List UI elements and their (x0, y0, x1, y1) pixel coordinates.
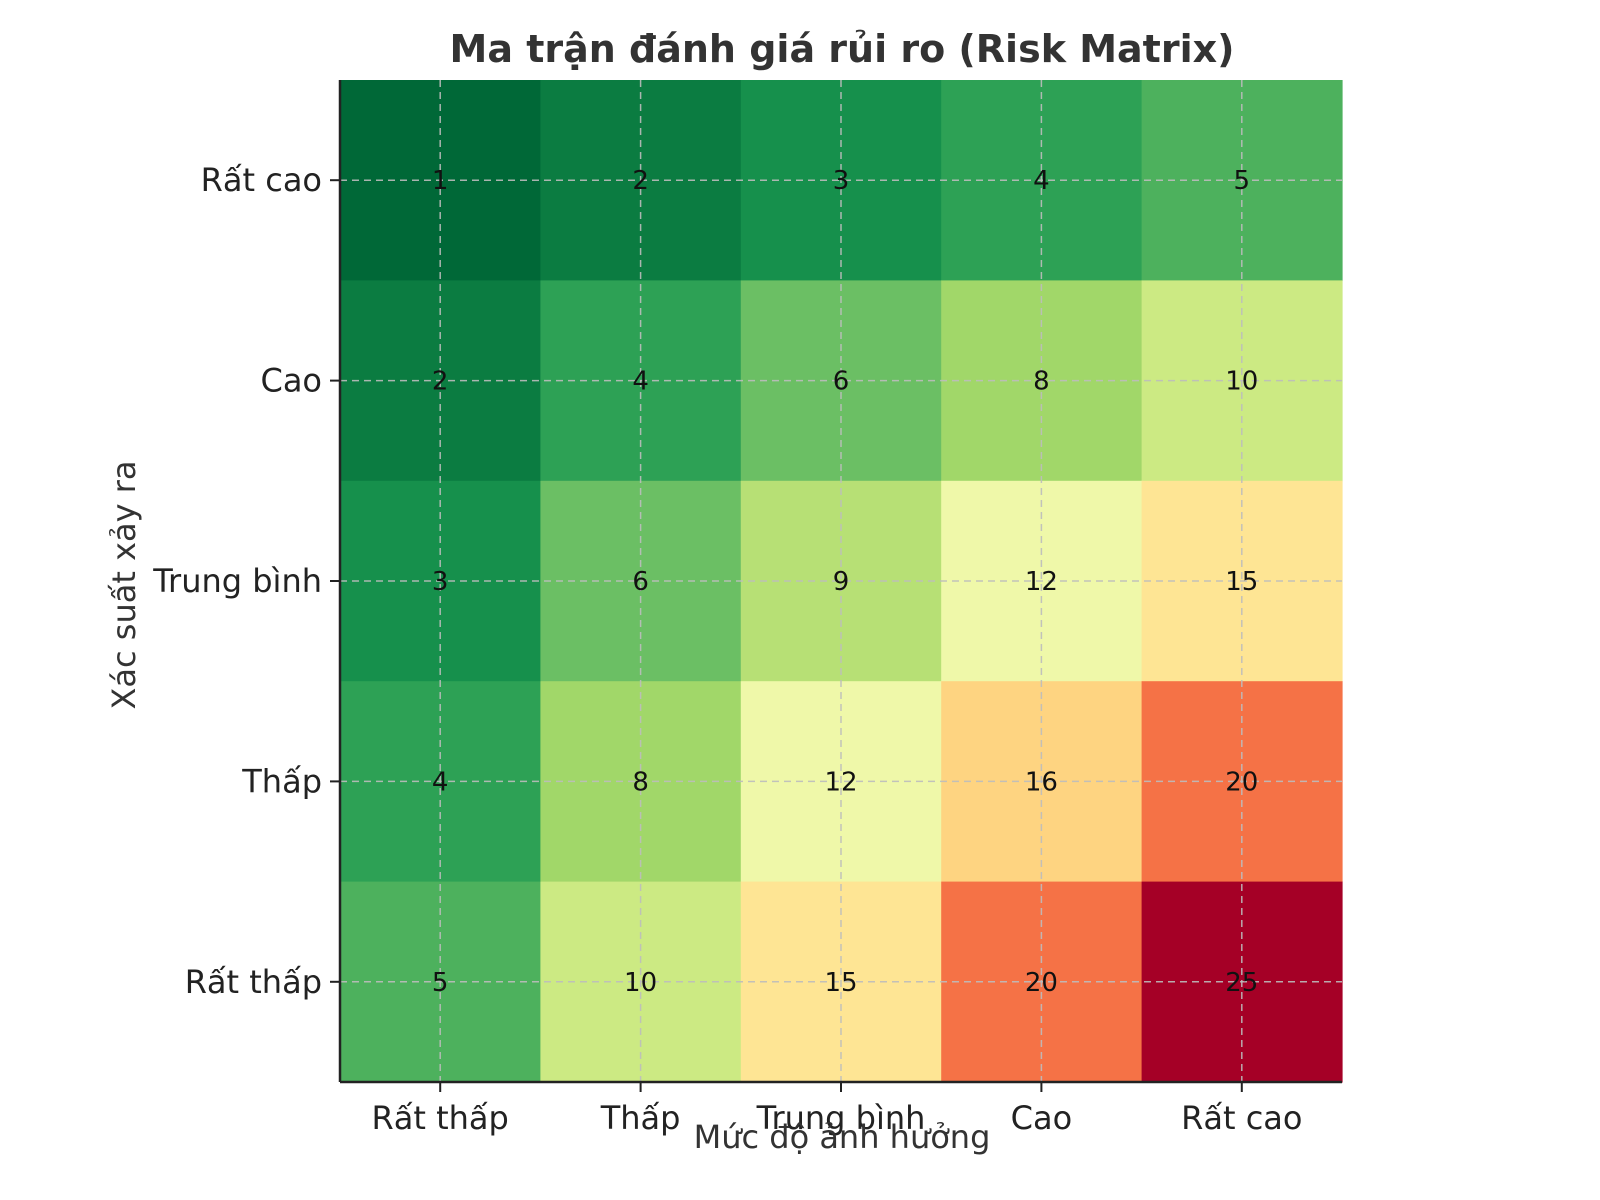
cell-value-label: 6 (833, 367, 850, 397)
cell-value-label: 9 (833, 567, 850, 597)
cell-value-label: 10 (624, 968, 657, 998)
cell-value-label: 10 (1225, 367, 1258, 397)
axes: Rất thấp Thấp Trung bình Cao Rất cao Rất cao C… (152, 80, 1342, 1137)
cell-value-label: 20 (1025, 968, 1058, 998)
cell-value-label: 6 (632, 567, 649, 597)
y-tick-label: Thấp (241, 762, 322, 800)
x-axis-label: Mức độ ảnh hưởng (694, 1118, 991, 1156)
cell-value-label: 4 (632, 367, 649, 397)
cell-value-label: 3 (833, 166, 850, 196)
cell-value-label: 5 (1234, 166, 1251, 196)
cell-value-label: 25 (1225, 968, 1258, 998)
x-tick-label: Rất thấp (372, 1099, 509, 1137)
x-tick-label: Trung bình (756, 1099, 926, 1137)
cell-value-label: 8 (632, 767, 649, 797)
cell-value-label: 15 (824, 968, 857, 998)
cell-value-labels: 1 2 3 4 52 4 6 8 103 6 9 12 154 8 12 16 205 10 15 20 25 (432, 166, 1258, 998)
x-tick-label: Rất cao (1181, 1099, 1302, 1137)
cell-value-label: 2 (432, 367, 449, 397)
x-tick-label: Thấp (600, 1099, 681, 1137)
cell-value-label: 12 (1025, 567, 1058, 597)
chart-title: Ma trận đánh giá rủi ro (Risk Matrix) (450, 27, 1235, 71)
cell-value-label: 5 (432, 968, 449, 998)
y-axis-label: Xác suất xảy ra (105, 461, 143, 710)
cell-value-label: 1 (432, 166, 449, 196)
x-tick-label: Cao (1011, 1099, 1073, 1137)
cell-value-label: 3 (432, 567, 449, 597)
y-tick-label: Cao (260, 362, 322, 400)
cell-value-label: 8 (1033, 367, 1050, 397)
cell-value-label: 4 (1033, 166, 1050, 196)
cell-value-label: 12 (824, 767, 857, 797)
y-tick-label: Rất thấp (185, 963, 322, 1001)
cell-value-label: 4 (432, 767, 449, 797)
cell-value-label: 15 (1225, 567, 1258, 597)
cell-value-label: 2 (632, 166, 649, 196)
y-tick-label: Rất cao (201, 161, 322, 199)
cell-value-label: 16 (1025, 767, 1058, 797)
gridlines (340, 80, 1342, 1082)
y-tick-label: Trung bình (152, 562, 322, 600)
cell-value-label: 20 (1225, 767, 1258, 797)
